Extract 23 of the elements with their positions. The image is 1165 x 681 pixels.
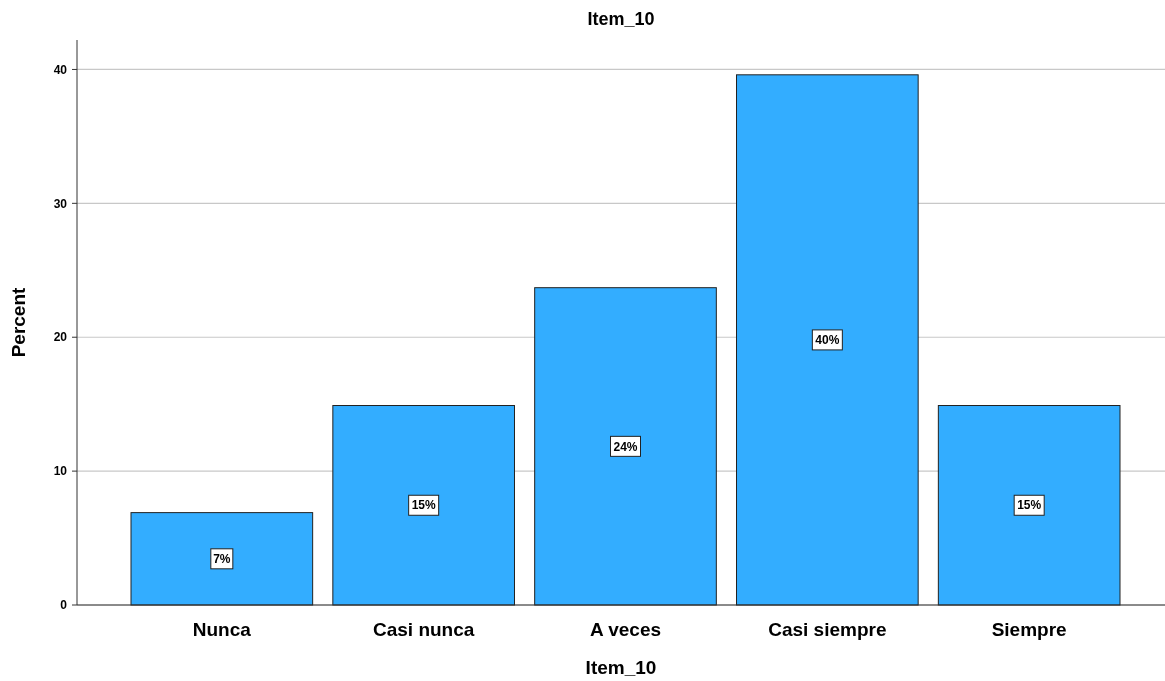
x-tick-label: Nunca: [192, 619, 252, 640]
x-tick-label: Siempre: [991, 619, 1067, 640]
x-axis-title: Item_10: [585, 657, 657, 678]
y-tick-label: 10: [53, 464, 68, 479]
y-tick-label: 40: [53, 62, 68, 77]
data-label: 7%: [213, 552, 231, 567]
chart-title: Item_10: [587, 9, 655, 29]
data-label: 24%: [613, 439, 638, 454]
data-label: 15%: [411, 498, 436, 513]
bar: [130, 512, 314, 606]
data-label: 15%: [1017, 498, 1042, 513]
bar: [937, 405, 1121, 606]
x-tick-label: Casi nunca: [372, 619, 475, 640]
bar: [534, 287, 717, 606]
data-label: 40%: [815, 333, 840, 348]
bar: [736, 74, 919, 606]
x-tick-label: Casi siempre: [768, 619, 887, 640]
x-tick-label: A veces: [589, 619, 662, 640]
y-tick-label: 30: [53, 196, 68, 211]
y-axis-title: Percent: [8, 286, 29, 358]
y-tick-label: 0: [60, 598, 68, 613]
y-tick-label: 20: [53, 330, 68, 345]
bar: [332, 405, 515, 606]
